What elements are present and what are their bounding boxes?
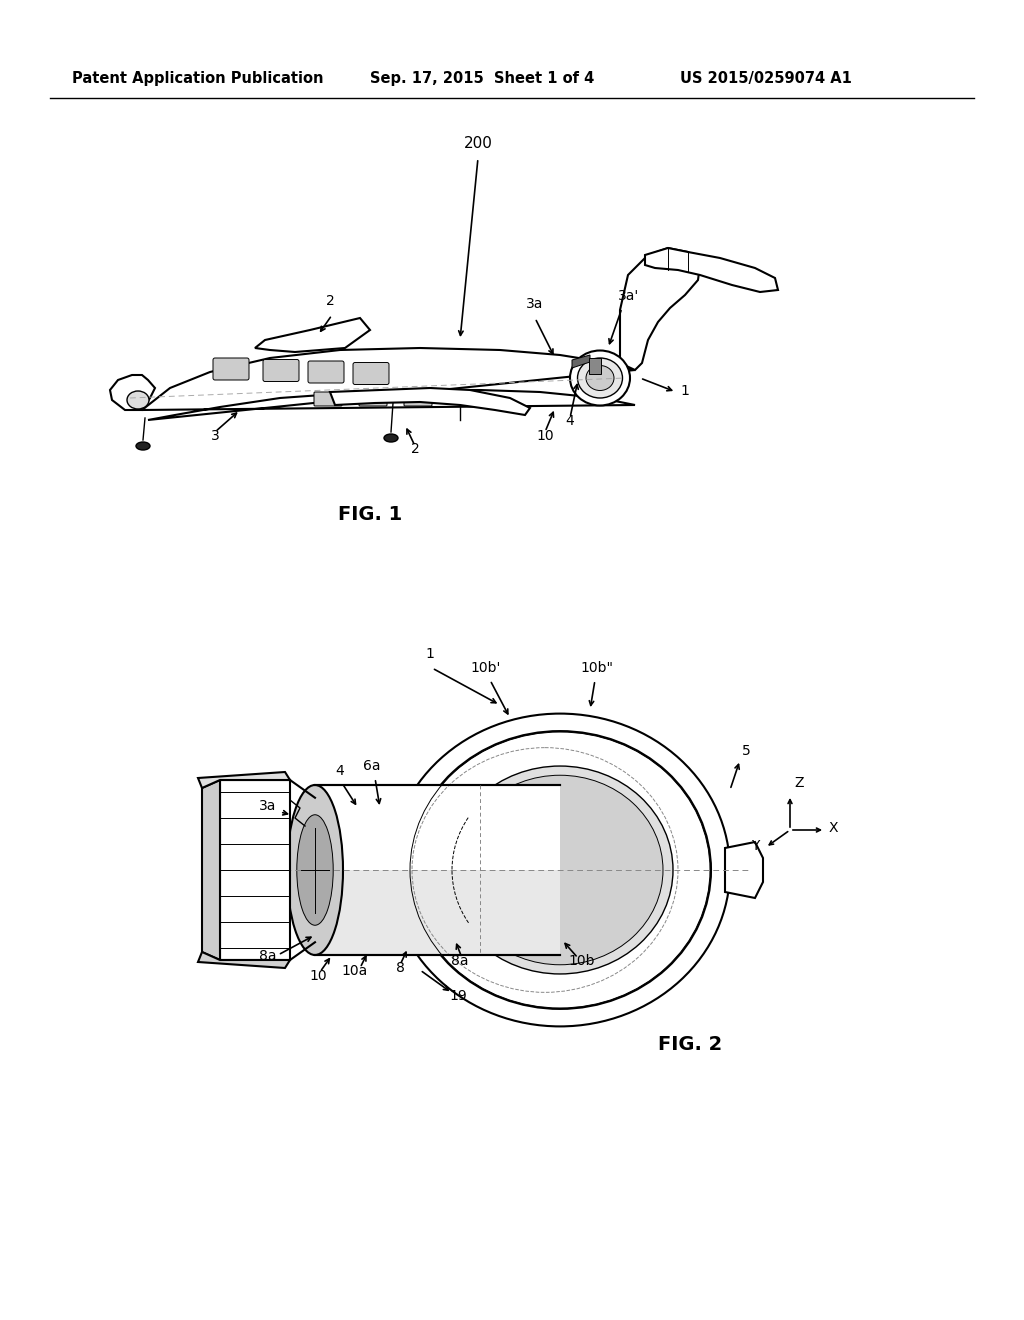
Ellipse shape: [578, 358, 623, 399]
Text: 1: 1: [426, 647, 434, 661]
Ellipse shape: [457, 775, 663, 965]
Ellipse shape: [136, 442, 150, 450]
Text: 5: 5: [742, 744, 751, 758]
Text: 10: 10: [309, 969, 327, 983]
Text: US 2015/0259074 A1: US 2015/0259074 A1: [680, 70, 852, 86]
Polygon shape: [330, 388, 530, 414]
Text: 19: 19: [450, 989, 467, 1003]
Text: 8a: 8a: [259, 949, 276, 964]
Text: 2: 2: [411, 442, 420, 455]
Polygon shape: [645, 248, 778, 292]
Text: 6a: 6a: [364, 759, 381, 774]
Polygon shape: [220, 780, 290, 960]
Polygon shape: [110, 375, 155, 411]
Polygon shape: [198, 772, 290, 788]
Ellipse shape: [384, 434, 398, 442]
Text: 3a': 3a': [618, 289, 639, 304]
Text: 10: 10: [537, 429, 554, 444]
Text: 10a: 10a: [342, 964, 368, 978]
FancyBboxPatch shape: [404, 392, 432, 407]
Ellipse shape: [570, 351, 630, 405]
Text: 8: 8: [395, 961, 404, 975]
Polygon shape: [255, 318, 370, 352]
Ellipse shape: [390, 714, 730, 1027]
Polygon shape: [315, 785, 560, 954]
Polygon shape: [725, 842, 763, 898]
Text: 3: 3: [211, 429, 219, 444]
Ellipse shape: [447, 766, 673, 974]
Text: FIG. 2: FIG. 2: [657, 1035, 722, 1053]
FancyBboxPatch shape: [263, 359, 299, 381]
Text: 10b: 10b: [568, 954, 595, 968]
Text: 3a: 3a: [259, 799, 276, 813]
FancyBboxPatch shape: [308, 360, 344, 383]
Text: 3a: 3a: [526, 297, 544, 312]
Text: 200: 200: [464, 136, 493, 150]
Polygon shape: [315, 870, 560, 954]
Text: 4: 4: [565, 414, 574, 428]
Polygon shape: [620, 248, 700, 370]
Text: 8a: 8a: [452, 954, 469, 968]
Text: 2: 2: [326, 294, 335, 308]
Text: Patent Application Publication: Patent Application Publication: [72, 70, 324, 86]
Polygon shape: [202, 780, 220, 960]
Ellipse shape: [409, 731, 711, 1008]
Text: Z: Z: [794, 776, 804, 789]
Text: Sep. 17, 2015  Sheet 1 of 4: Sep. 17, 2015 Sheet 1 of 4: [370, 70, 594, 86]
Text: 4: 4: [336, 764, 344, 777]
FancyBboxPatch shape: [359, 392, 387, 407]
Polygon shape: [198, 952, 290, 968]
Text: Y: Y: [752, 838, 760, 853]
FancyBboxPatch shape: [213, 358, 249, 380]
Ellipse shape: [127, 391, 150, 409]
Ellipse shape: [287, 785, 343, 954]
FancyBboxPatch shape: [314, 392, 342, 407]
Text: 1: 1: [680, 384, 689, 399]
FancyBboxPatch shape: [353, 363, 389, 384]
Text: 10b': 10b': [470, 661, 501, 675]
Polygon shape: [572, 355, 590, 368]
Text: FIG. 1: FIG. 1: [338, 506, 402, 524]
Polygon shape: [142, 348, 635, 420]
Text: 10b": 10b": [580, 661, 613, 675]
FancyBboxPatch shape: [589, 358, 601, 374]
Text: X: X: [829, 821, 839, 836]
Ellipse shape: [297, 814, 333, 925]
Ellipse shape: [586, 366, 614, 391]
